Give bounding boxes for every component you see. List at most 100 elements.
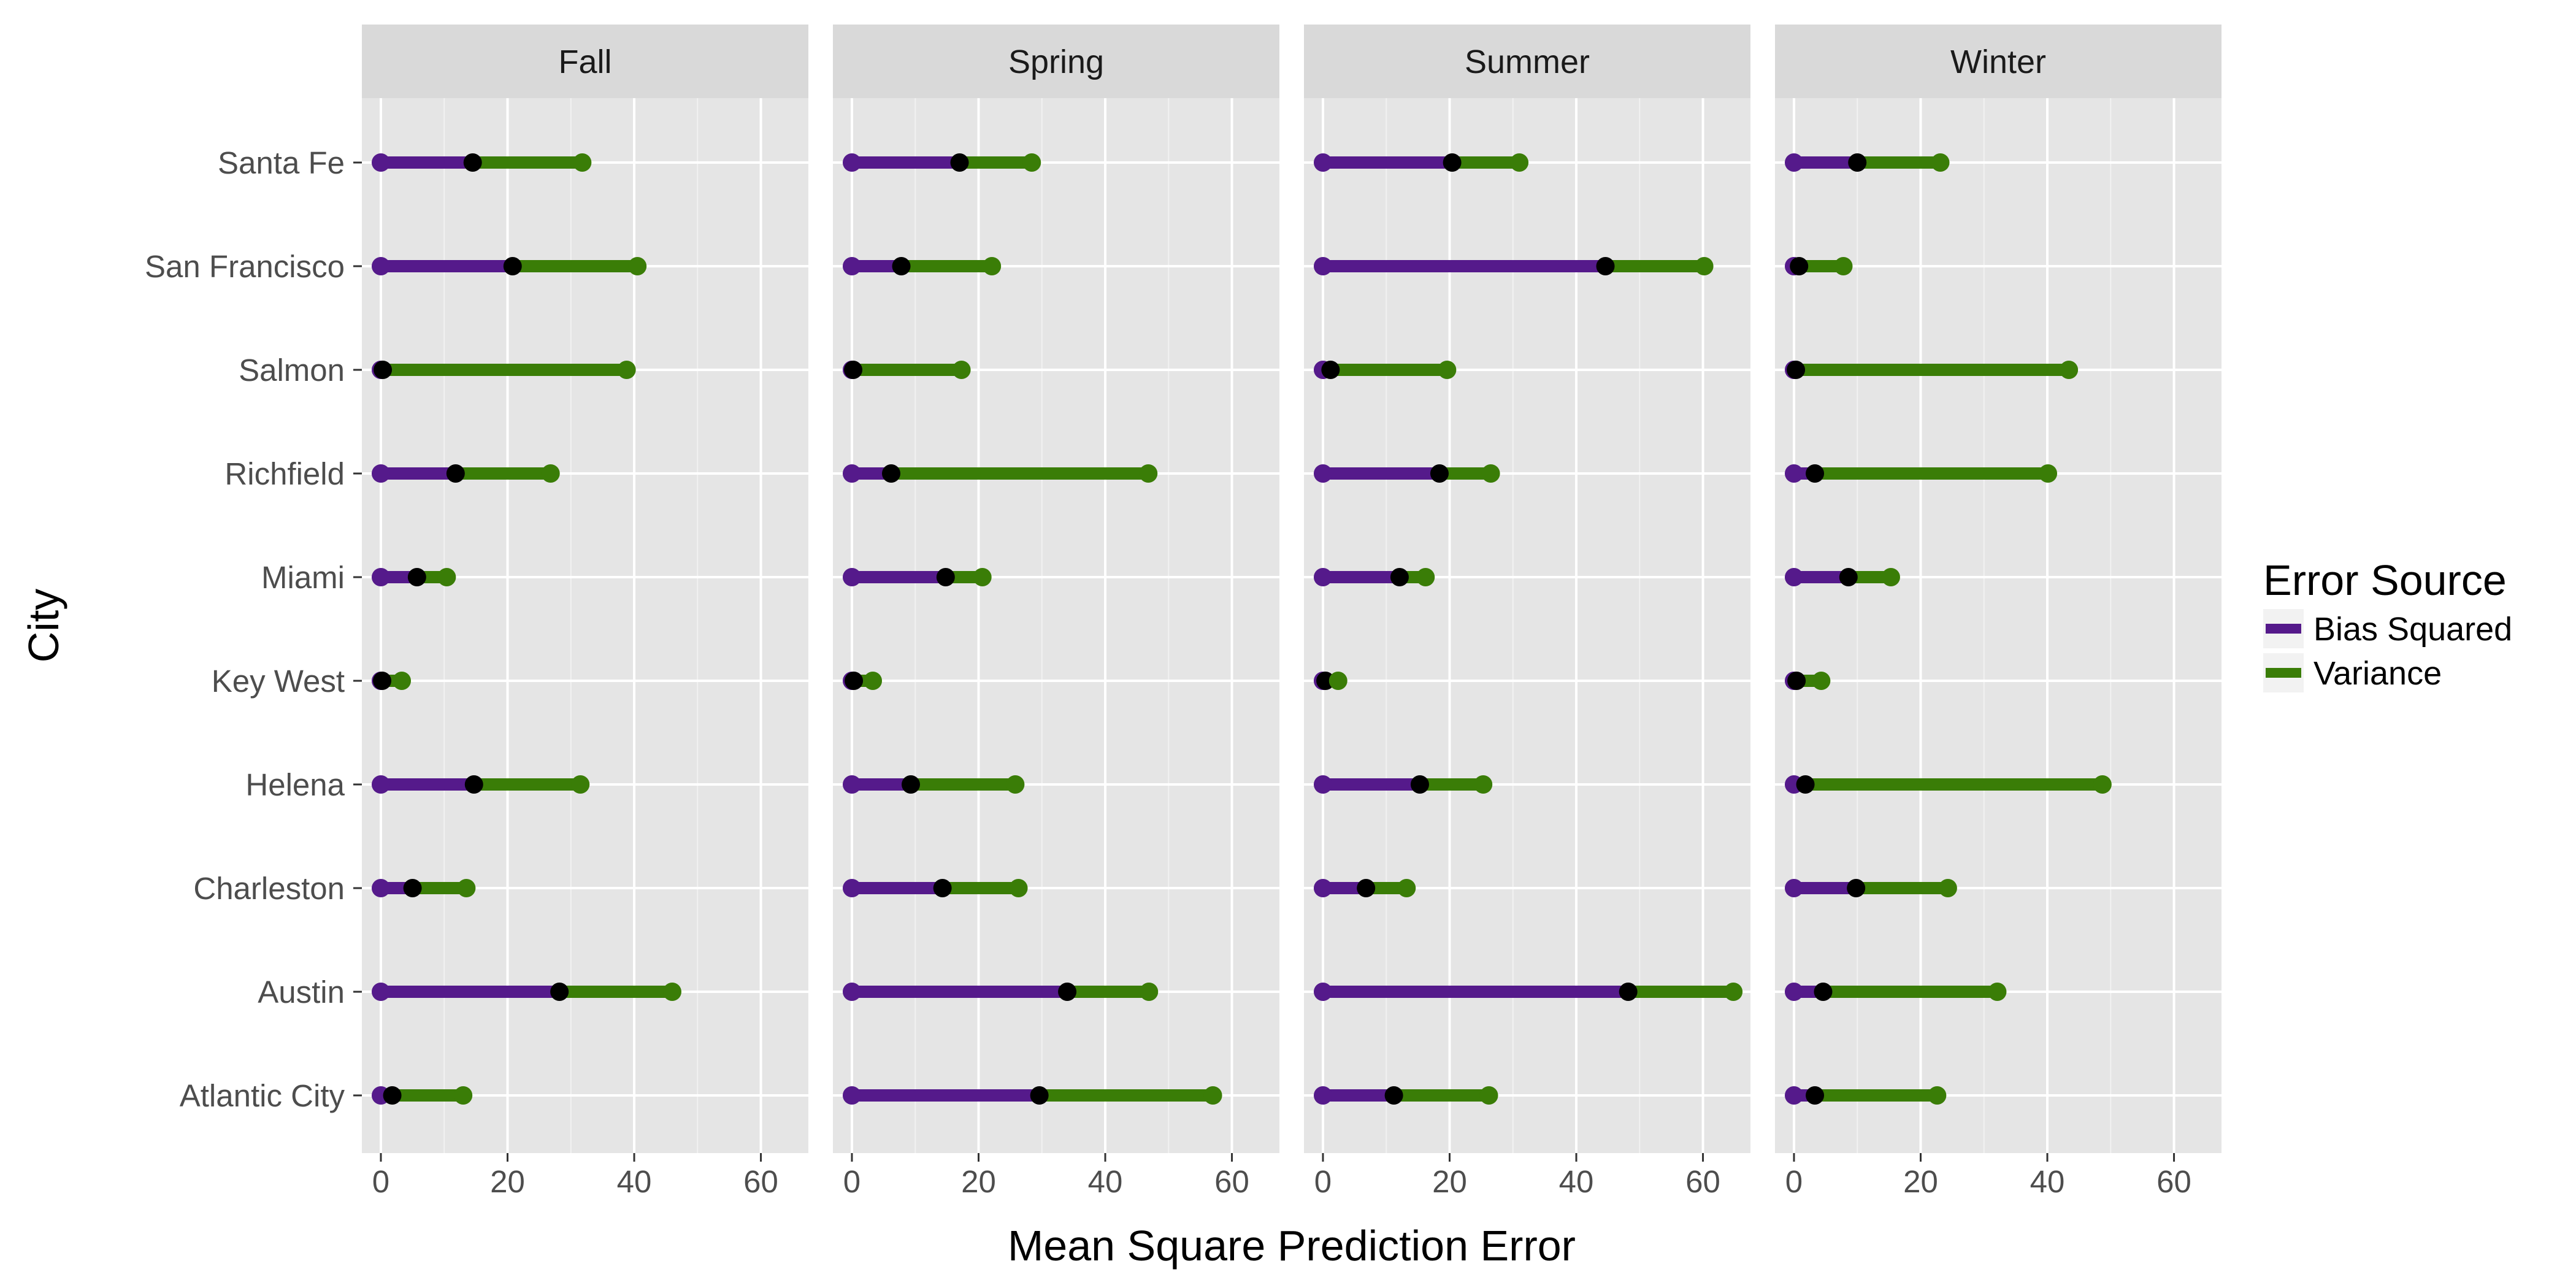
total-point [628,257,647,275]
y-axis: Santa Fe San Francisco Salmon Richfield Miam… [145,145,362,1113]
y-tick-label: Atlantic City [180,1078,345,1113]
panel-background [362,98,808,1153]
bias-point [1410,775,1429,794]
y-tick-label: Key West [212,664,345,699]
y-tick-label: Austin [258,975,345,1010]
facet-strip-label: Winter [1950,44,2046,80]
start-point [842,775,861,794]
total-point [1438,361,1457,379]
bias-point [464,775,483,794]
total-point [454,1086,473,1105]
bias-point [1839,568,1858,586]
total-point [1834,257,1853,275]
total-point [1203,1086,1222,1105]
start-point [371,775,390,794]
total-point [2039,464,2058,483]
bias-point [1796,775,1815,794]
bias-point [950,153,969,172]
total-point [1481,464,1500,483]
facet-strip [833,25,1279,98]
x-tick-label: 20 [490,1164,525,1199]
legend-label: Variance [2313,655,2442,692]
bias-point [403,879,422,897]
start-point [371,257,390,275]
total-point [393,672,412,690]
total-point [617,361,636,379]
total-point [1479,1086,1498,1105]
start-point [1313,1086,1332,1105]
start-point [842,464,861,483]
panel-background [1775,98,2221,1153]
start-point [1313,775,1332,794]
total-point [437,568,456,586]
bias-point [892,257,911,275]
x-tick-label: 20 [1903,1164,1938,1199]
x-tick-label: 20 [1432,1164,1467,1199]
bias-point [1806,1086,1825,1105]
y-tick-label: Salmon [239,353,345,388]
total-point [1988,983,2007,1001]
x-tick-label: 60 [743,1164,778,1199]
start-point [1313,983,1332,1001]
start-point [1784,983,1803,1001]
x-tick-label: 60 [1685,1164,1720,1199]
start-point [1784,879,1803,897]
start-point [1313,568,1332,586]
panel-winter: Winter 0 20 40 60 [1775,25,2221,1199]
bias-point [1321,361,1340,379]
y-tick-label: Charleston [193,871,345,906]
x-tick-label: 0 [843,1164,861,1199]
total-point [1931,153,1950,172]
start-point [1313,464,1332,483]
total-point [1140,983,1159,1001]
y-tick-label: San Francisco [145,249,345,284]
bias-point [1848,153,1867,172]
total-point [457,879,476,897]
start-point [842,568,861,586]
x-axis-title: Mean Square Prediction Error [1008,1222,1576,1270]
total-point [1938,879,1957,897]
start-point [842,1086,861,1105]
total-point [1022,153,1041,172]
x-tick-label: 40 [1088,1164,1123,1199]
total-point [983,257,1002,275]
x-tick-label: 0 [1785,1164,1803,1199]
start-point [371,153,390,172]
start-point [842,153,861,172]
panel-background [833,98,1279,1153]
total-point [1474,775,1493,794]
facet-strip [362,25,808,98]
bias-point [1787,361,1806,379]
bias-point [1787,672,1806,690]
bias-point [1619,983,1638,1001]
total-point [864,672,883,690]
x-tick-label: 20 [961,1164,996,1199]
x-tick-label: 40 [617,1164,652,1199]
x-tick-label: 60 [1214,1164,1249,1199]
panel-fall: Fall 0 20 40 60 [362,25,808,1199]
x-tick-label: 0 [372,1164,389,1199]
total-point [2093,775,2112,794]
facet-strip-label: Summer [1465,44,1590,80]
bias-point [503,257,522,275]
facet-strip-label: Spring [1008,44,1104,80]
y-tick-label: Santa Fe [218,145,345,180]
panel-spring: Spring 0 20 40 60 [833,25,1279,1199]
x-tick-label: 60 [2156,1164,2191,1199]
total-point [571,775,590,794]
start-point [371,983,390,1001]
bias-point [933,879,952,897]
legend-title: Error Source [2263,556,2507,604]
start-point [842,983,861,1001]
bias-point [463,153,482,172]
bias-point [845,672,864,690]
total-point [1695,257,1714,275]
facet-strip [1304,25,1750,98]
panel-summer: Summer 0 20 40 60 [1304,25,1750,1199]
bias-point [1596,257,1615,275]
total-point [1139,464,1158,483]
bias-point [936,568,955,586]
total-point [1006,775,1025,794]
